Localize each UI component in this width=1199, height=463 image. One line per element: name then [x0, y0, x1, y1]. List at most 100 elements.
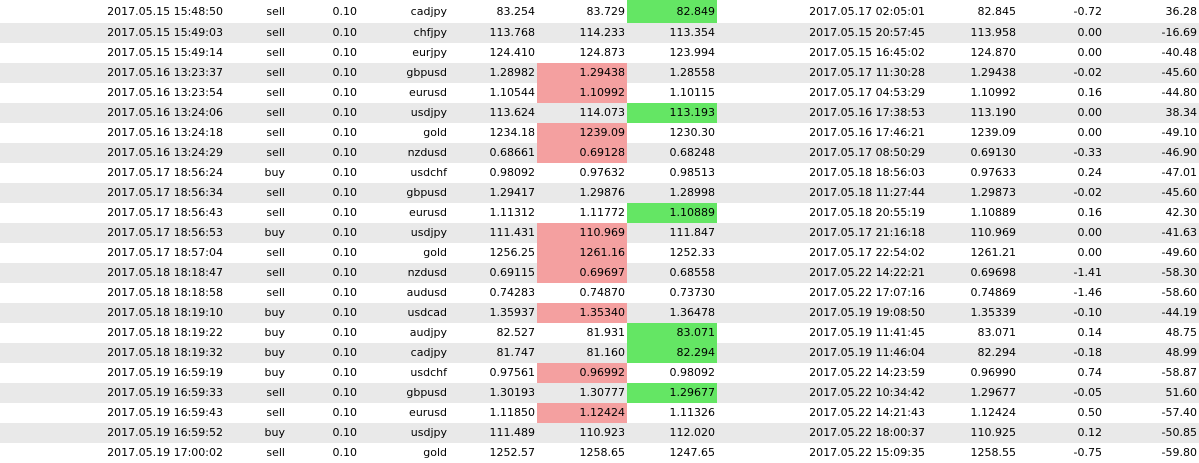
close-time-cell: 2017.05.17 08:50:29 — [809, 146, 925, 159]
table-row[interactable]: 2017.05.19 16:59:19 buy 0.10 usdchf 0.97561 0… — [0, 363, 1199, 383]
order-type-cell: buy — [264, 366, 285, 379]
close-price-cell: 0.96990 — [970, 366, 1017, 379]
table-row[interactable]: 2017.05.17 18:57:04 sell 0.10 gold 1256.25 12… — [0, 243, 1199, 263]
swap-cell: 0.00 — [1077, 246, 1103, 259]
swap-cell: 0.00 — [1077, 26, 1103, 39]
stop-loss-cell: 110.969 — [537, 223, 627, 243]
stop-loss-cell: 1.10992 — [537, 83, 627, 103]
symbol-cell: usdcad — [407, 306, 447, 319]
stop-loss-cell: 114.073 — [579, 106, 626, 119]
stop-loss-cell: 1.30777 — [579, 386, 626, 399]
table-row[interactable]: 2017.05.19 17:00:02 sell 0.10 gold 1252.57 12… — [0, 443, 1199, 463]
open-price-cell: 0.68661 — [489, 146, 536, 159]
stop-loss-cell: 1.29876 — [579, 186, 626, 199]
order-type-cell: buy — [264, 426, 285, 439]
stop-loss-cell: 1.12424 — [537, 403, 627, 423]
profit-cell: -50.85 — [1161, 426, 1197, 439]
lot-size-cell: 0.10 — [332, 446, 358, 459]
table-row[interactable]: 2017.05.17 18:56:53 buy 0.10 usdjpy 111.431 1… — [0, 223, 1199, 243]
table-row[interactable]: 2017.05.16 13:24:06 sell 0.10 usdjpy 113.624… — [0, 103, 1199, 123]
open-time-cell: 2017.05.19 16:59:19 — [107, 366, 223, 379]
close-time-cell: 2017.05.17 11:30:28 — [809, 66, 925, 79]
table-row[interactable]: 2017.05.18 18:19:22 buy 0.10 audjpy 82.527 81… — [0, 323, 1199, 343]
close-price-cell: 0.69130 — [970, 146, 1017, 159]
open-price-cell: 111.489 — [489, 426, 536, 439]
table-row[interactable]: 2017.05.16 13:23:37 sell 0.10 gbpusd 1.28982… — [0, 63, 1199, 83]
take-profit-cell: 0.98092 — [669, 366, 716, 379]
take-profit-cell: 1.36478 — [669, 306, 716, 319]
table-row[interactable]: 2017.05.18 18:19:10 buy 0.10 usdcad 1.35937 1… — [0, 303, 1199, 323]
take-profit-cell: 1247.65 — [669, 446, 716, 459]
take-profit-cell: 0.68558 — [669, 266, 716, 279]
table-row[interactable]: 2017.05.15 15:49:14 sell 0.10 eurjpy 124.410… — [0, 43, 1199, 63]
table-row[interactable]: 2017.05.17 18:56:34 sell 0.10 gbpusd 1.29417… — [0, 183, 1199, 203]
close-time-cell: 2017.05.22 10:34:42 — [809, 386, 925, 399]
open-time-cell: 2017.05.17 18:56:34 — [107, 186, 223, 199]
profit-cell: -16.69 — [1161, 26, 1197, 39]
open-price-cell: 1234.18 — [489, 126, 536, 139]
stop-loss-cell: 1258.65 — [579, 446, 626, 459]
close-time-cell: 2017.05.15 16:45:02 — [809, 46, 925, 59]
take-profit-cell: 1.28998 — [669, 186, 716, 199]
lot-size-cell: 0.10 — [332, 4, 358, 18]
close-time-cell: 2017.05.18 11:27:44 — [809, 186, 925, 199]
take-profit-cell: 82.849 — [627, 0, 717, 23]
stop-loss-cell: 0.69128 — [537, 143, 627, 163]
table-row[interactable]: 2017.05.18 18:18:58 sell 0.10 audusd 0.74283… — [0, 283, 1199, 303]
open-price-cell: 81.747 — [496, 346, 536, 359]
stop-loss-cell: 0.96992 — [537, 363, 627, 383]
swap-cell: 0.14 — [1077, 326, 1103, 339]
order-type-cell: buy — [264, 226, 285, 239]
open-price-cell: 0.97561 — [489, 366, 536, 379]
open-price-cell: 1.28982 — [489, 66, 536, 79]
symbol-cell: audusd — [406, 286, 447, 299]
take-profit-cell: 0.73730 — [669, 286, 716, 299]
table-row[interactable]: 2017.05.19 16:59:33 sell 0.10 gbpusd 1.30193… — [0, 383, 1199, 403]
symbol-cell: gold — [423, 126, 447, 139]
close-price-cell: 113.190 — [970, 106, 1017, 119]
stop-loss-cell: 110.923 — [579, 426, 626, 439]
close-time-cell: 2017.05.16 17:46:21 — [809, 126, 925, 139]
table-row[interactable]: 2017.05.15 15:49:03 sell 0.10 chfjpy 113.768… — [0, 23, 1199, 43]
open-time-cell: 2017.05.19 17:00:02 — [107, 446, 223, 459]
table-row[interactable]: 2017.05.19 16:59:43 sell 0.10 eurusd 1.11850… — [0, 403, 1199, 423]
take-profit-cell: 0.68248 — [669, 146, 716, 159]
swap-cell: -0.05 — [1073, 386, 1102, 399]
lot-size-cell: 0.10 — [332, 246, 358, 259]
profit-cell: -40.48 — [1161, 46, 1197, 59]
lot-size-cell: 0.10 — [332, 326, 358, 339]
open-price-cell: 0.69115 — [489, 266, 536, 279]
open-price-cell: 1256.25 — [489, 246, 536, 259]
table-row[interactable]: 2017.05.16 13:24:18 sell 0.10 gold 1234.18 12… — [0, 123, 1199, 143]
take-profit-cell: 1.11326 — [669, 406, 716, 419]
symbol-cell: chfjpy — [413, 26, 447, 39]
table-row[interactable]: 2017.05.16 13:24:29 sell 0.10 nzdusd 0.68661… — [0, 143, 1199, 163]
open-time-cell: 2017.05.17 18:57:04 — [107, 246, 223, 259]
symbol-cell: cadjpy — [410, 4, 447, 18]
profit-cell: 48.99 — [1165, 346, 1198, 359]
stop-loss-cell: 1.35340 — [537, 303, 627, 323]
table-row[interactable]: 2017.05.16 13:23:54 sell 0.10 eurusd 1.10544… — [0, 83, 1199, 103]
table-row[interactable]: 2017.05.17 18:56:24 buy 0.10 usdchf 0.98092 0… — [0, 163, 1199, 183]
close-price-cell: 0.97633 — [970, 166, 1017, 179]
order-type-cell: sell — [266, 266, 285, 279]
swap-cell: -0.10 — [1073, 306, 1102, 319]
order-type-cell: sell — [266, 206, 285, 219]
open-time-cell: 2017.05.17 18:56:43 — [107, 206, 223, 219]
profit-cell: -57.40 — [1161, 406, 1197, 419]
close-time-cell: 2017.05.15 20:57:45 — [809, 26, 925, 39]
stop-loss-cell: 81.931 — [586, 326, 626, 339]
close-price-cell: 1258.55 — [970, 446, 1017, 459]
table-row[interactable]: 2017.05.15 15:48:50 sell 0.10 cadjpy 83.254 8… — [0, 0, 1199, 23]
take-profit-cell: 1.10115 — [669, 86, 716, 99]
table-row[interactable]: 2017.05.18 18:19:32 buy 0.10 cadjpy 81.747 81… — [0, 343, 1199, 363]
stop-loss-cell: 81.160 — [586, 346, 626, 359]
table-row[interactable]: 2017.05.19 16:59:52 buy 0.10 usdjpy 111.489 1… — [0, 423, 1199, 443]
table-row[interactable]: 2017.05.17 18:56:43 sell 0.10 eurusd 1.11312… — [0, 203, 1199, 223]
table-row[interactable]: 2017.05.18 18:18:47 sell 0.10 nzdusd 0.69115… — [0, 263, 1199, 283]
order-type-cell: sell — [266, 46, 285, 59]
stop-loss-cell: 1.29438 — [537, 63, 627, 83]
profit-cell: -46.90 — [1161, 146, 1197, 159]
lot-size-cell: 0.10 — [332, 166, 358, 179]
lot-size-cell: 0.10 — [332, 346, 358, 359]
